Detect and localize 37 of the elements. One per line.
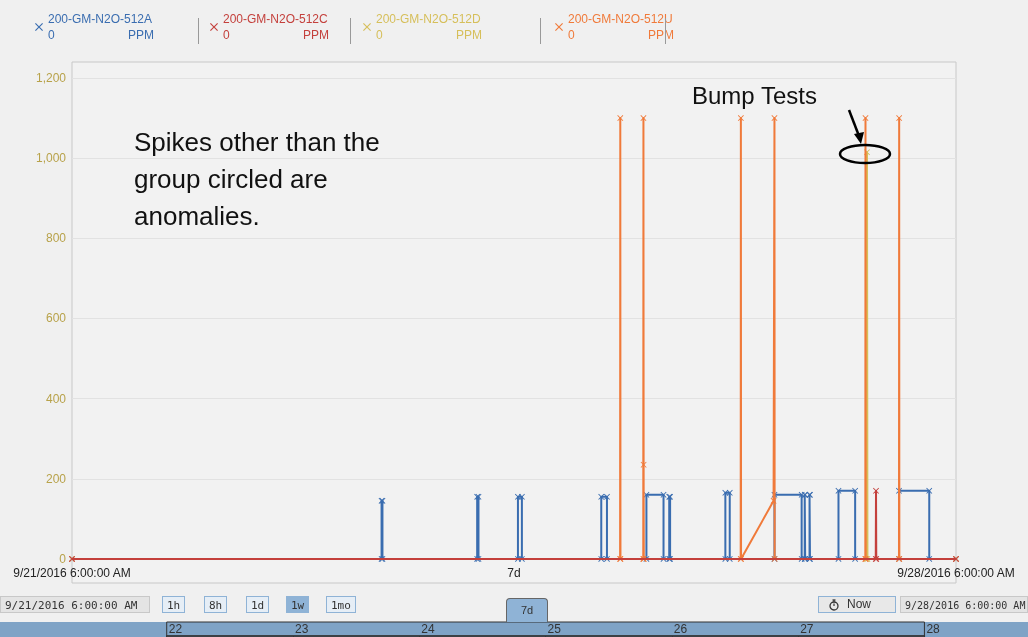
text: Now bbox=[847, 596, 872, 613]
annotation: Bump Tests bbox=[691, 82, 817, 111]
y-tick-label: 0 bbox=[59, 551, 67, 566]
legend-label: 200-GM-N2O-512C bbox=[223, 12, 329, 26]
legend-label: 200-GM-N2O-512D bbox=[376, 12, 482, 26]
y-tick-label: 400 bbox=[45, 391, 67, 406]
x2-tick-label: 28 bbox=[926, 622, 941, 636]
legend-label: 200-GM-N2O-512A bbox=[48, 12, 153, 26]
text: 1w bbox=[286, 596, 310, 613]
text: PPM bbox=[303, 28, 330, 42]
y-tick-label: 200 bbox=[45, 471, 67, 486]
text: 0 bbox=[568, 28, 575, 42]
x2-tick-label: 22 bbox=[168, 622, 183, 636]
text: 1h bbox=[162, 596, 186, 613]
y-tick-label: 800 bbox=[45, 231, 67, 246]
y-tick-label: 1,200 bbox=[35, 71, 67, 86]
x2-tick-label: 24 bbox=[421, 622, 435, 636]
x2-tick-label: 25 bbox=[547, 622, 562, 636]
text: 1d bbox=[246, 596, 270, 613]
x-tick-label: 7d bbox=[507, 566, 521, 580]
text: 1mo bbox=[326, 596, 356, 613]
x2-tick-label: 26 bbox=[673, 622, 688, 636]
y-tick-label: 600 bbox=[45, 311, 67, 326]
text: 0 bbox=[376, 28, 383, 42]
y-tick-label: 1,000 bbox=[35, 151, 67, 166]
legend-label: 200-GM-N2O-512U bbox=[568, 12, 673, 26]
y-axis-title: PPM bbox=[128, 28, 155, 42]
text: 0 bbox=[223, 28, 230, 42]
x2-tick-label: 23 bbox=[295, 622, 309, 636]
text: 9/28/2016 6:00:00 AM bbox=[900, 596, 1028, 613]
x-tick-label: 9/28/2016 6:00:00 AM bbox=[897, 566, 1015, 580]
annotation: Spikes other than the group circled are anomalies. bbox=[134, 126, 381, 233]
x-tick-label: 9/21/2016 6:00:00 AM bbox=[13, 566, 131, 580]
text: 8h bbox=[204, 596, 228, 613]
text: 9/21/2016 6:00:00 AM bbox=[0, 596, 150, 613]
text: PPM bbox=[456, 28, 483, 42]
x2-tick-label: 27 bbox=[800, 622, 814, 636]
